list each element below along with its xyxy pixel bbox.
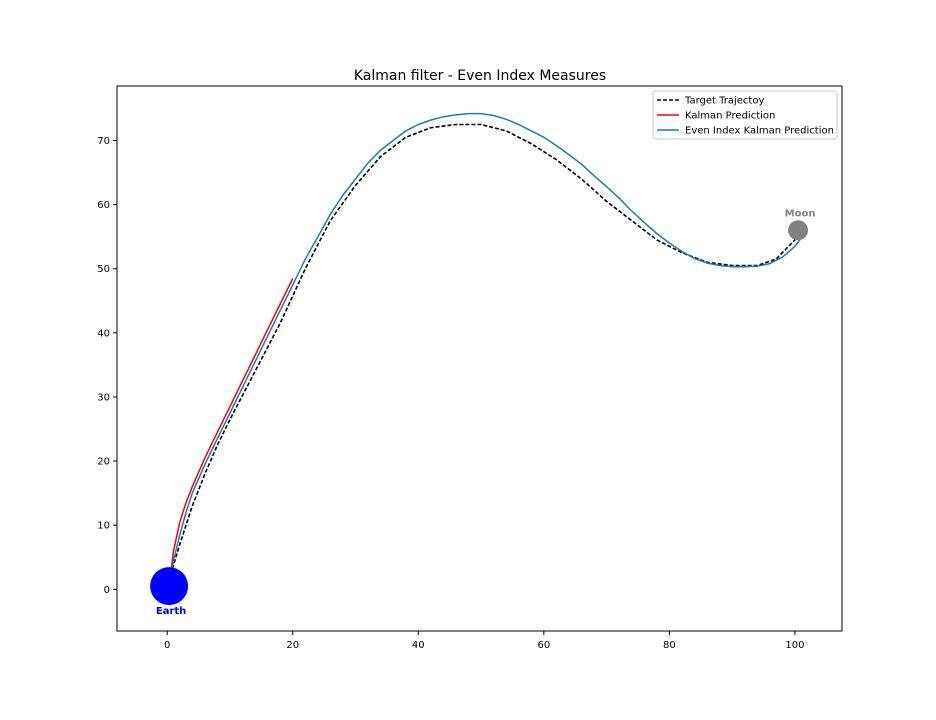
y-tick-label: 40: [97, 328, 110, 339]
legend-label-2: Kalman Prediction: [685, 111, 775, 122]
y-tick-label: 30: [97, 392, 110, 403]
x-tick-label: 100: [785, 640, 804, 651]
moon-marker: [788, 220, 809, 241]
series-line-1: [166, 123, 802, 587]
legend-box: [652, 90, 838, 140]
x-tick-label: 0: [164, 640, 170, 651]
x-tick-label: 40: [412, 640, 425, 651]
x-tick-label: 20: [286, 640, 299, 651]
y-tick-label: 20: [97, 457, 110, 468]
legend: Target Trajectoy Kalman Prediction Even In…: [652, 90, 838, 140]
series-line-2: [168, 278, 294, 587]
x-tick-label: 80: [663, 640, 676, 651]
y-axis: 0 10 20 30 40 50 60 70: [97, 136, 117, 596]
series-line-3: [168, 112, 802, 587]
earth-label: Earth: [156, 606, 186, 617]
y-tick-label: 60: [97, 200, 110, 211]
x-axis: 0 20 40 60 80 100: [164, 631, 804, 651]
legend-label-1: Target Trajectoy: [684, 96, 764, 107]
annotations: Earth Moon: [150, 208, 815, 617]
earth-marker: [150, 567, 189, 606]
x-tick-label: 60: [537, 640, 550, 651]
moon-label: Moon: [785, 208, 816, 219]
plot-area: [166, 112, 802, 587]
y-tick-label: 0: [104, 585, 110, 596]
y-tick-label: 10: [97, 521, 110, 532]
chart-title: Kalman filter - Even Index Measures: [354, 68, 606, 84]
y-tick-label: 50: [97, 264, 110, 275]
plot-frame: [116, 85, 843, 632]
y-tick-label: 70: [97, 136, 110, 147]
legend-label-3: Even Index Kalman Prediction: [685, 126, 834, 137]
